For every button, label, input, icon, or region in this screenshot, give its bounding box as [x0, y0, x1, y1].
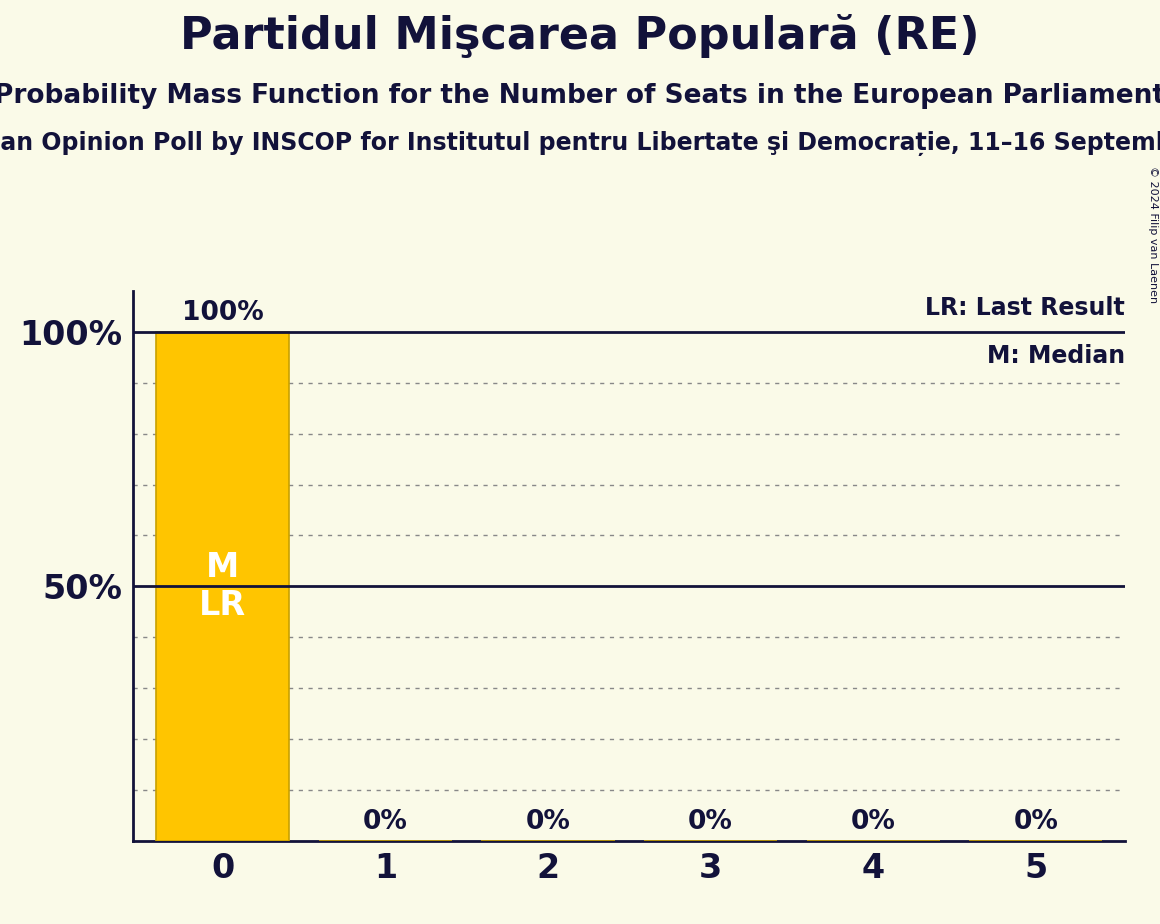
- Text: LR: Last Result: LR: Last Result: [926, 296, 1125, 320]
- Bar: [157, 332, 290, 841]
- Text: Probability Mass Function for the Number of Seats in the European Parliament: Probability Mass Function for the Number…: [0, 83, 1160, 109]
- Text: 0%: 0%: [1014, 808, 1058, 834]
- Text: © 2024 Filip van Laenen: © 2024 Filip van Laenen: [1147, 166, 1158, 303]
- Text: 0%: 0%: [688, 808, 733, 834]
- Text: 0%: 0%: [850, 808, 896, 834]
- Text: 0%: 0%: [363, 808, 408, 834]
- Text: M: Median: M: Median: [987, 344, 1125, 368]
- Text: 100%: 100%: [182, 299, 263, 325]
- Text: Partidul Mişcarea Populară (RE): Partidul Mişcarea Populară (RE): [180, 14, 980, 58]
- Text: on an Opinion Poll by INSCOP for Institutul pentru Libertate şi Democrație, 11–1: on an Opinion Poll by INSCOP for Institu…: [0, 131, 1160, 156]
- Text: 0%: 0%: [525, 808, 571, 834]
- Text: M
LR: M LR: [200, 551, 246, 622]
